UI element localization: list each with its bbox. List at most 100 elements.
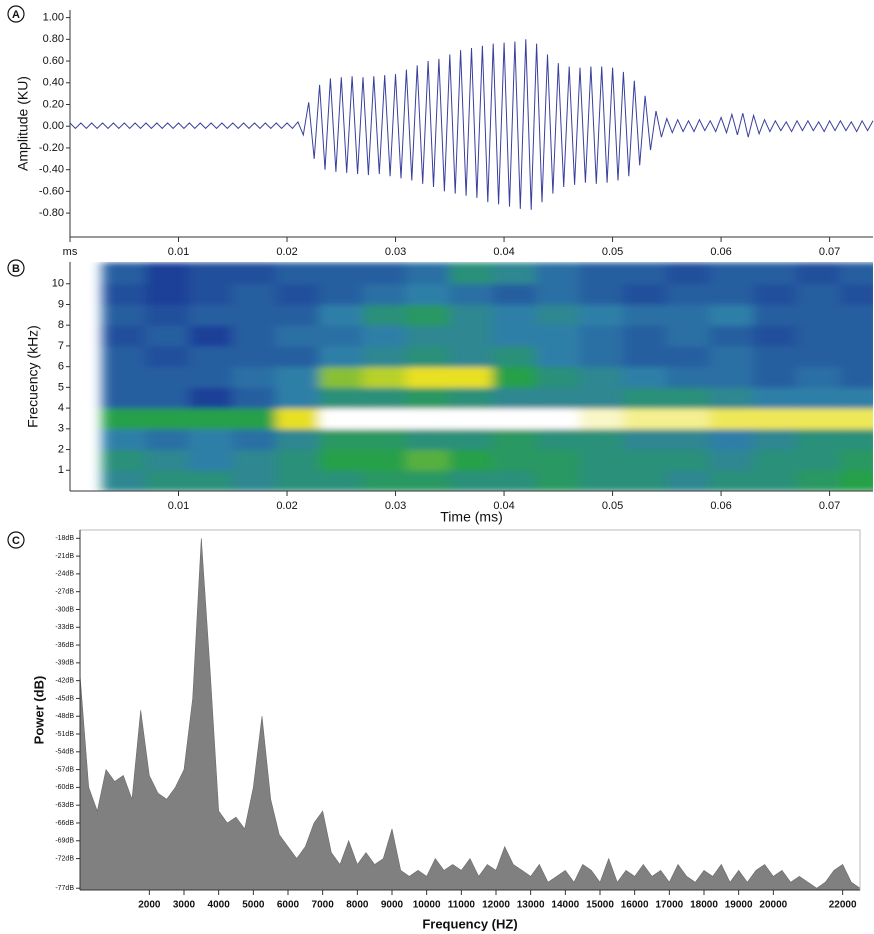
x-tick-label: 19000 [725, 900, 753, 911]
heatmap-cell [362, 469, 407, 491]
heatmap-cell [839, 407, 873, 430]
heatmap-cell [275, 324, 321, 347]
heatmap-cell [449, 345, 494, 368]
heatmap-cell [275, 345, 321, 368]
heatmap-cell [319, 324, 364, 347]
heatmap-cell [449, 386, 494, 409]
y-tick-label: 0.60 [43, 55, 64, 67]
heatmap-cell [796, 283, 841, 305]
x-tick-label: 0.06 [710, 500, 731, 512]
heatmap-cell [579, 283, 624, 305]
y-tick-label: -21dB [55, 553, 74, 560]
heatmap-cell [275, 428, 321, 451]
heatmap-cell [536, 386, 581, 409]
heatmap-cell [362, 449, 407, 471]
y-tick-label: -24dB [55, 571, 74, 578]
y-tick-label: -72dB [55, 855, 74, 862]
y-tick-label: -69dB [55, 838, 74, 845]
panel-badge [7, 259, 25, 277]
x-tick-label: 0.07 [819, 500, 840, 512]
x-axis-title: Time (ms) [440, 509, 502, 525]
heatmap-cell [362, 407, 407, 430]
heatmap-cell [839, 283, 873, 305]
heatmap-cell [839, 469, 873, 491]
heatmap-cell [622, 262, 668, 285]
heatmap-cell [102, 324, 147, 347]
heatmap-cell [449, 407, 494, 430]
y-tick-label: -66dB [55, 820, 74, 827]
x-tick-label: 0.03 [385, 246, 406, 258]
y-tick-label: -0.60 [39, 185, 64, 197]
panel-2: C -18dB -21dB -24dB -27dB -30dB -33dB -36dB -39d… [7, 529, 861, 931]
x-tick-label: 0.04 [493, 246, 514, 258]
heatmap-cell [622, 345, 668, 368]
heatmap-cell [449, 303, 494, 326]
heatmap-cell [753, 345, 798, 368]
heatmap-cell [188, 283, 234, 305]
heatmap-cell [188, 324, 234, 347]
heatmap-cell [753, 262, 798, 285]
panel-0: A 1.00 0.80 0.60 0.40 0.20 0.00 -0.20 -0.40 -0.60… [7, 5, 874, 258]
heatmap-cell [449, 469, 494, 491]
panel-1: B 1 2 3 4 5 6 7 8 9 10 0.01 0.02 0.03 0.04 0.05 0.06 0.07… [7, 259, 873, 525]
y-tick-label: -51dB [55, 731, 74, 738]
y-axis-title: Power (dB) [31, 676, 46, 745]
heatmap-cell [319, 283, 364, 305]
y-tick-label: -0.40 [39, 164, 64, 176]
heatmap-cell [622, 283, 668, 305]
heatmap-cell [753, 324, 798, 347]
heatmap-cell [188, 386, 234, 409]
heatmap-cell [232, 262, 277, 285]
heatmap-cell [102, 407, 147, 430]
y-tick-label: 0.40 [43, 77, 64, 89]
heatmap-cell [796, 407, 841, 430]
x-tick-label: 7000 [312, 900, 335, 911]
heatmap-cell [796, 345, 841, 368]
heatmap-cell [275, 283, 321, 305]
heatmap-cell [796, 303, 841, 326]
heatmap-cell [232, 407, 277, 430]
heatmap-cell [709, 324, 755, 347]
heatmap-cell [536, 303, 581, 326]
y-tick-label: 7 [58, 340, 64, 352]
heatmap-cell [405, 324, 451, 347]
heatmap-cell [753, 283, 798, 305]
panel-badge [7, 531, 25, 549]
y-tick-label: -60dB [55, 784, 74, 791]
heatmap-cell [666, 386, 711, 409]
heatmap-cell [709, 428, 755, 451]
heatmap-cell [145, 262, 190, 285]
heatmap-cell [319, 469, 364, 491]
heatmap-cell [188, 449, 234, 471]
y-tick-label: -45dB [55, 695, 74, 702]
heatmap-cell [362, 283, 407, 305]
heatmap-cell [753, 366, 798, 388]
heatmap-cell [319, 428, 364, 451]
heatmap-cell [449, 449, 494, 471]
heatmap-cell [709, 366, 755, 388]
heatmap-cell [709, 449, 755, 471]
x-tick-label: 0.04 [493, 500, 514, 512]
panel-letter: C [12, 535, 20, 547]
heatmap-cell [579, 469, 624, 491]
x-tick-label: 0.05 [602, 246, 623, 258]
heatmap-cell [492, 469, 538, 491]
heatmap-cell [492, 386, 538, 409]
heatmap-cell [492, 303, 538, 326]
heatmap-cell [362, 324, 407, 347]
heatmap-cell [536, 345, 581, 368]
heatmap-cell [709, 386, 755, 409]
heatmap-cell [275, 262, 321, 285]
y-tick-label: -48dB [55, 713, 74, 720]
x-tick-label: 0.07 [819, 246, 840, 258]
heatmap-cell [145, 303, 190, 326]
heatmap-cell [102, 469, 147, 491]
y-tick-label: 4 [58, 402, 64, 414]
heatmap-cell [536, 283, 581, 305]
heatmap-cell [232, 469, 277, 491]
y-tick-label: -39dB [55, 660, 74, 667]
heatmap-cell [753, 407, 798, 430]
heatmap-cell [796, 428, 841, 451]
heatmap-cell [796, 386, 841, 409]
